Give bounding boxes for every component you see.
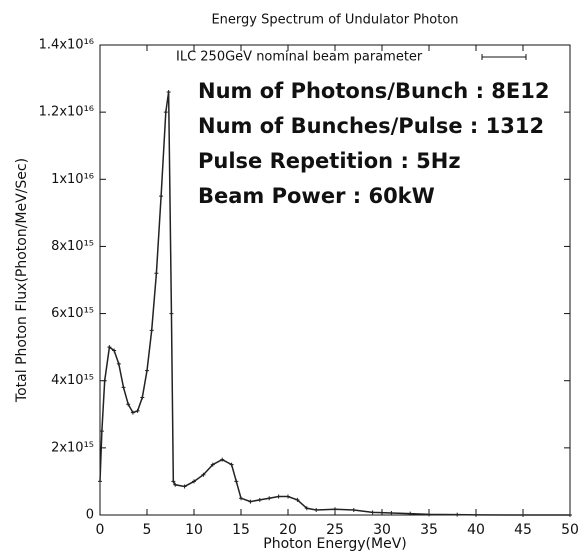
data-point <box>521 513 525 517</box>
data-point <box>248 499 253 504</box>
y-tick-label: 8x10¹⁵ <box>51 239 94 254</box>
annotation: Beam Power : 60kW <box>198 184 435 208</box>
data-point <box>107 345 112 350</box>
data-point <box>257 497 262 502</box>
x-tick-label: 10 <box>185 522 203 538</box>
x-tick-label: 35 <box>420 522 438 538</box>
data-point <box>163 110 168 115</box>
data-point <box>389 510 394 515</box>
data-point <box>234 479 239 484</box>
y-tick-label: 4x10¹⁵ <box>51 373 94 388</box>
data-point <box>98 479 102 484</box>
data-point <box>455 512 460 517</box>
data-point <box>427 512 431 517</box>
data-point <box>192 479 196 484</box>
x-tick-label: 25 <box>326 522 344 538</box>
data-point <box>140 395 145 400</box>
data-point <box>102 378 107 383</box>
data-point <box>154 271 159 276</box>
x-tick-label: 30 <box>373 522 391 538</box>
y-tick-label: 2x10¹⁵ <box>51 440 94 455</box>
data-point <box>166 90 171 94</box>
data-point <box>568 513 572 517</box>
data-point <box>145 368 149 373</box>
data-point <box>210 462 215 467</box>
data-point <box>130 410 135 415</box>
data-point <box>276 494 281 499</box>
data-point <box>201 472 206 477</box>
y-tick-label: 6x10¹⁵ <box>51 306 94 321</box>
data-point <box>173 482 178 487</box>
data-point <box>171 479 176 484</box>
x-tick-label: 0 <box>96 522 105 538</box>
x-tick-label: 20 <box>279 522 297 538</box>
x-axis-label: Photon Energy(MeV) <box>263 536 406 551</box>
data-point <box>314 507 319 512</box>
annotation: Num of Bunches/Pulse : 1312 <box>198 114 544 138</box>
data-point <box>149 328 154 333</box>
y-tick-label: 1.2x10¹⁶ <box>39 105 94 120</box>
y-tick-label: 1x10¹⁶ <box>51 172 94 187</box>
annotation: Pulse Repetition : 5Hz <box>198 149 461 173</box>
data-point <box>121 385 126 390</box>
data-point <box>112 348 117 353</box>
data-point <box>159 194 164 199</box>
data-point <box>370 510 375 515</box>
legend-label: ILC 250GeV nominal beam parameter <box>176 50 423 65</box>
y-axis-label: Total Photon Flux(Photon/MeV/Sec) <box>14 158 30 403</box>
data-point <box>408 511 413 516</box>
data-point <box>135 408 140 413</box>
data-point <box>126 402 131 407</box>
data-point <box>286 494 290 499</box>
y-tick-label: 0 <box>86 508 94 523</box>
data-point <box>295 497 300 502</box>
x-tick-label: 15 <box>232 522 250 538</box>
x-tick-label: 50 <box>561 522 579 538</box>
data-point <box>333 507 337 512</box>
legend-symbol <box>481 54 527 60</box>
chart-title: Energy Spectrum of Undulator Photon <box>211 13 458 28</box>
y-tick-label: 1.4x10¹⁶ <box>39 38 94 53</box>
data-point <box>239 496 243 501</box>
data-point <box>99 429 104 434</box>
data-point <box>169 311 174 316</box>
data-point <box>229 462 234 467</box>
data-point <box>304 506 309 511</box>
data-line <box>99 91 570 516</box>
x-tick-label: 40 <box>467 522 485 538</box>
data-point <box>116 361 121 366</box>
data-point <box>474 512 478 517</box>
data-point <box>267 496 272 501</box>
data-point <box>220 457 225 462</box>
x-tick-label: 5 <box>143 522 152 538</box>
data-point <box>351 507 356 512</box>
x-tick-label: 45 <box>514 522 532 538</box>
annotation: Num of Photons/Bunch : 8E12 <box>198 79 549 103</box>
data-point <box>182 484 187 489</box>
